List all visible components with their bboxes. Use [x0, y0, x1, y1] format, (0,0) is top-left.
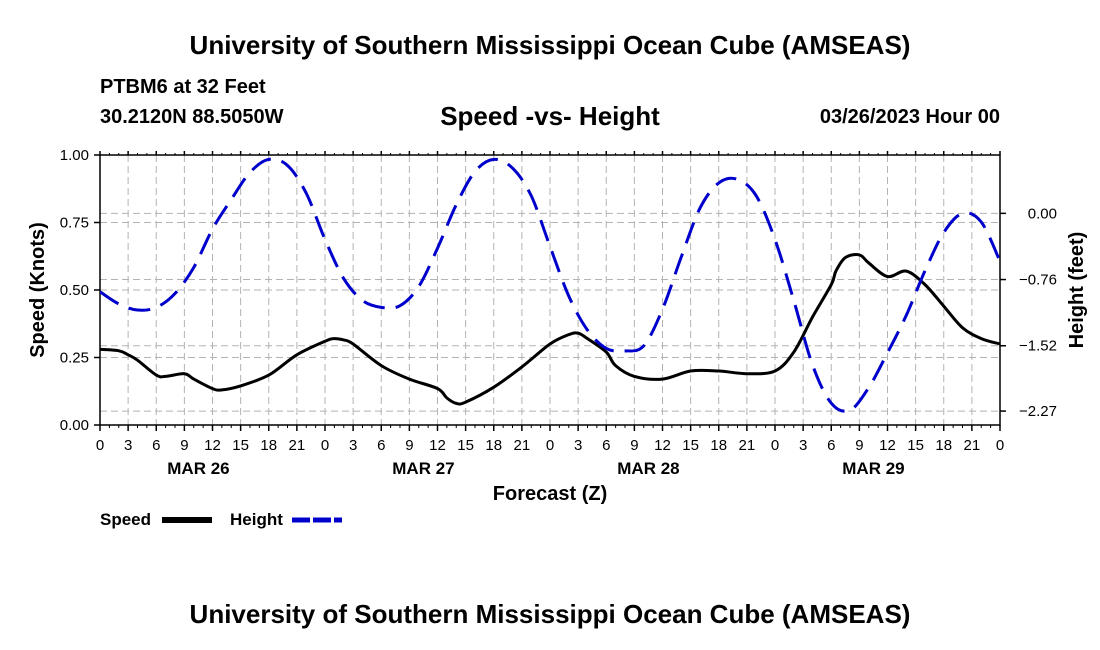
x-tick-label: 18 — [260, 437, 277, 454]
coordinates-label: 30.2120N 88.5050W — [100, 106, 284, 128]
x-tick-label: 0 — [996, 437, 1004, 454]
date-time-label: 03/26/2023 Hour 00 — [819, 106, 1000, 128]
x-tick-label: 21 — [289, 437, 306, 454]
station-label: PTBM6 at 32 Feet — [100, 76, 266, 98]
x-tick-label: 21 — [739, 437, 756, 454]
x-tick-label: 0 — [96, 437, 104, 454]
x-tick-label: 0 — [771, 437, 779, 454]
y-right-tick-label: 0.00 — [1028, 205, 1057, 222]
x-tick-label: 3 — [124, 437, 132, 454]
x-tick-label: 21 — [514, 437, 531, 454]
x-tick-label: 9 — [180, 437, 188, 454]
date-label: MAR 26 — [167, 459, 229, 478]
date-label: MAR 28 — [617, 459, 679, 478]
x-tick-label: 9 — [405, 437, 413, 454]
x-tick-label: 21 — [964, 437, 981, 454]
y-right-tick-label: −0.76 — [1019, 272, 1057, 289]
speed-series-line — [100, 253, 1000, 406]
x-tick-label: 15 — [682, 437, 699, 454]
x-tick-label: 6 — [152, 437, 160, 454]
legend-speed-label: Speed — [100, 510, 151, 529]
x-tick-label: 18 — [710, 437, 727, 454]
x-tick-label: 3 — [799, 437, 807, 454]
x-tick-label: 12 — [654, 437, 671, 454]
x-tick-label: 18 — [935, 437, 952, 454]
x-tick-label: 18 — [485, 437, 502, 454]
y-left-tick-label: 1.00 — [60, 147, 89, 164]
y-left-tick-label: 0.00 — [60, 417, 89, 434]
x-tick-label: 3 — [574, 437, 582, 454]
date-label: MAR 29 — [842, 459, 904, 478]
y-left-tick-label: 0.25 — [60, 350, 89, 367]
x-tick-label: 6 — [377, 437, 385, 454]
x-tick-label: 12 — [204, 437, 221, 454]
x-tick-label: 0 — [321, 437, 329, 454]
date-label: MAR 27 — [392, 459, 454, 478]
x-tick-label: 12 — [429, 437, 446, 454]
legend-height-label: Height — [230, 510, 283, 529]
x-tick-label: 15 — [232, 437, 249, 454]
x-tick-label: 6 — [827, 437, 835, 454]
x-tick-label: 15 — [457, 437, 474, 454]
chart-subtitle: Speed -vs- Height — [440, 101, 660, 131]
height-series-line — [100, 157, 1000, 413]
x-tick-label: 9 — [855, 437, 863, 454]
x-tick-label: 6 — [602, 437, 610, 454]
x-axis-label: Forecast (Z) — [493, 483, 607, 505]
y-left-axis-label: Speed (Knots) — [27, 222, 49, 358]
x-tick-label: 9 — [630, 437, 638, 454]
y-right-tick-label: −2.27 — [1019, 403, 1057, 420]
y-right-axis-label: Height (feet) — [1066, 232, 1088, 349]
chart-title: University of Southern Mississippi Ocean… — [189, 30, 911, 60]
speed-height-chart: 0 3 6 9 12 15 18 21 0 3 6 9 12 15 18 21 0 3 6 9 12 15 18 21 0 3 6 9… — [27, 147, 1088, 529]
x-tick-label: 12 — [879, 437, 896, 454]
x-tick-label: 15 — [907, 437, 924, 454]
y-left-tick-label: 0.50 — [60, 282, 89, 299]
x-tick-label: 0 — [546, 437, 554, 454]
y-left-tick-label: 0.75 — [60, 215, 89, 232]
y-right-tick-label: −1.52 — [1019, 338, 1057, 355]
x-tick-label: 3 — [349, 437, 357, 454]
footer-title: University of Southern Mississippi Ocean… — [189, 599, 911, 629]
